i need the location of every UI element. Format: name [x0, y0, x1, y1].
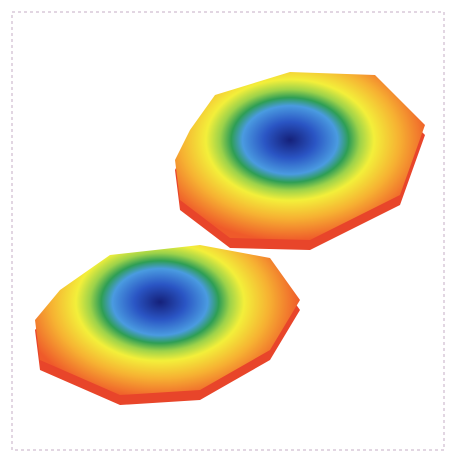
surface-top: [35, 245, 300, 395]
frame: [11, 11, 445, 451]
surface-top: [175, 72, 425, 240]
